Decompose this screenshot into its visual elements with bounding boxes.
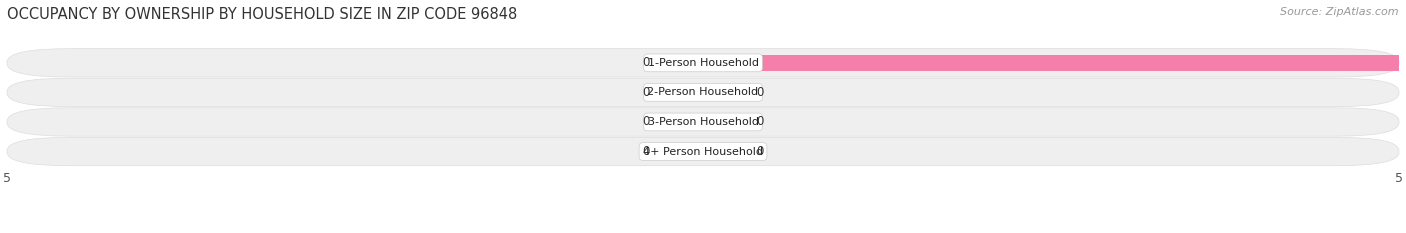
Bar <box>703 84 745 100</box>
Bar <box>703 143 745 160</box>
Text: 1-Person Household: 1-Person Household <box>648 58 758 68</box>
Bar <box>703 114 745 130</box>
Text: 0: 0 <box>643 145 650 158</box>
Text: OCCUPANCY BY OWNERSHIP BY HOUSEHOLD SIZE IN ZIP CODE 96848: OCCUPANCY BY OWNERSHIP BY HOUSEHOLD SIZE… <box>7 7 517 22</box>
Bar <box>703 55 1399 71</box>
Text: 2-Person Household: 2-Person Household <box>647 87 759 97</box>
Text: 0: 0 <box>643 56 650 69</box>
FancyBboxPatch shape <box>7 137 1399 166</box>
Bar <box>661 114 703 130</box>
Text: 0: 0 <box>643 116 650 128</box>
FancyBboxPatch shape <box>7 108 1399 136</box>
Text: 0: 0 <box>756 86 763 99</box>
Text: 0: 0 <box>643 86 650 99</box>
Bar <box>661 84 703 100</box>
Bar <box>661 143 703 160</box>
Text: 3-Person Household: 3-Person Household <box>648 117 758 127</box>
FancyBboxPatch shape <box>7 78 1399 106</box>
Text: Source: ZipAtlas.com: Source: ZipAtlas.com <box>1281 7 1399 17</box>
Text: 0: 0 <box>756 145 763 158</box>
FancyBboxPatch shape <box>7 49 1399 77</box>
Text: 4+ Person Household: 4+ Person Household <box>643 147 763 157</box>
Bar <box>661 55 703 71</box>
Text: 0: 0 <box>756 116 763 128</box>
